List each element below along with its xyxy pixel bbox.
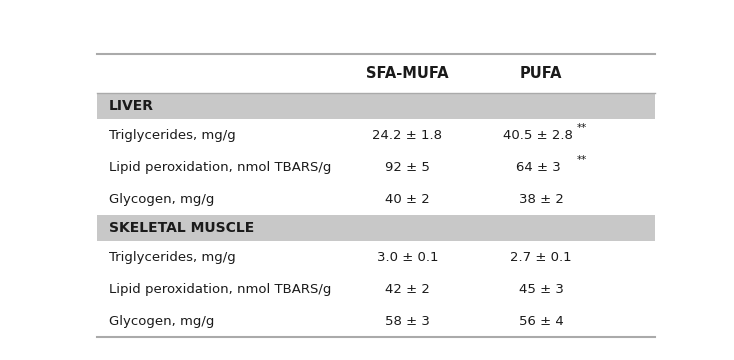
Bar <box>98 215 655 242</box>
Text: Lipid peroxidation, nmol TBARS/g: Lipid peroxidation, nmol TBARS/g <box>109 283 331 296</box>
Text: 58 ± 3: 58 ± 3 <box>385 315 430 328</box>
Text: 38 ± 2: 38 ± 2 <box>519 193 564 206</box>
Text: 42 ± 2: 42 ± 2 <box>385 283 430 296</box>
Text: SKELETAL MUSCLE: SKELETAL MUSCLE <box>109 221 254 235</box>
Text: PUFA: PUFA <box>520 66 562 81</box>
Text: **: ** <box>577 155 587 165</box>
Text: 45 ± 3: 45 ± 3 <box>519 283 564 296</box>
Text: 92 ± 5: 92 ± 5 <box>385 161 430 174</box>
Text: Glycogen, mg/g: Glycogen, mg/g <box>109 193 214 206</box>
Text: 3.0 ± 0.1: 3.0 ± 0.1 <box>377 251 438 264</box>
Text: 24.2 ± 1.8: 24.2 ± 1.8 <box>372 129 443 142</box>
Text: Glycogen, mg/g: Glycogen, mg/g <box>109 315 214 328</box>
Text: 64 ± 3: 64 ± 3 <box>516 161 561 174</box>
Text: SFA-MUFA: SFA-MUFA <box>366 66 448 81</box>
Text: 56 ± 4: 56 ± 4 <box>519 315 564 328</box>
Text: **: ** <box>577 123 587 134</box>
Text: LIVER: LIVER <box>109 99 154 113</box>
Text: Lipid peroxidation, nmol TBARS/g: Lipid peroxidation, nmol TBARS/g <box>109 161 331 174</box>
Text: 2.7 ± 0.1: 2.7 ± 0.1 <box>510 251 572 264</box>
Text: 40 ± 2: 40 ± 2 <box>385 193 430 206</box>
Bar <box>98 93 655 120</box>
Text: Triglycerides, mg/g: Triglycerides, mg/g <box>109 129 236 142</box>
Text: Triglycerides, mg/g: Triglycerides, mg/g <box>109 251 236 264</box>
Text: 40.5 ± 2.8: 40.5 ± 2.8 <box>504 129 573 142</box>
